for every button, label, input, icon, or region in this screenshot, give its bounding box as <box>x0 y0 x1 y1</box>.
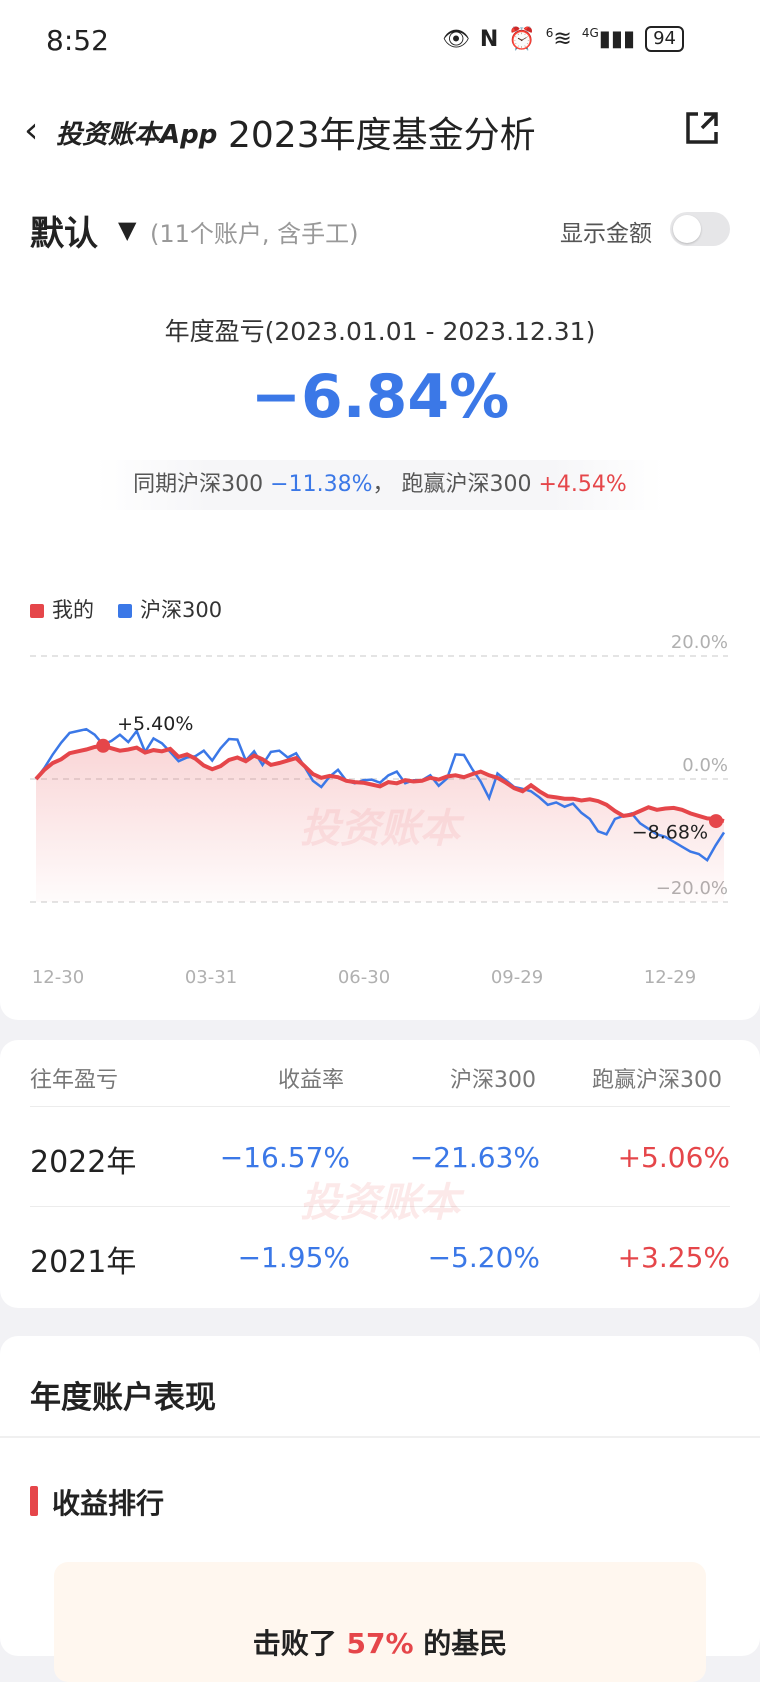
history-header-return: 收益率 <box>278 1068 345 1093</box>
caret-down-icon[interactable]: ▼ <box>118 216 137 244</box>
history-header-beat: 跑赢沪深300 <box>592 1068 722 1093</box>
cmp-mid: ， 跑赢沪深300 <box>372 472 532 497</box>
history-beat: +5.06% <box>617 1141 730 1174</box>
legend-swatch-mine <box>30 604 44 618</box>
status-bar: 8:52 👁 N ⏰ 6≋ 4G▮▮▮ 94 <box>0 0 760 84</box>
nfc-icon: N <box>479 26 499 52</box>
history-header-year: 往年盈亏 <box>30 1068 119 1093</box>
wifi-superscript: 6 <box>545 26 554 41</box>
beat-prefix: 击败了 <box>252 1627 337 1660</box>
ranking-title: 收益排行 <box>52 1487 165 1520</box>
return-chart[interactable]: 20.0%0.0%−20.0%投资账本12-3003-3106-3009-291… <box>0 620 760 1000</box>
mine-area <box>36 745 724 902</box>
y-tick-label: 20.0% <box>671 632 728 653</box>
battery-icon: 94 <box>645 26 684 52</box>
period-label: 年度盈亏(2023.01.01 - 2023.12.31) <box>164 317 596 346</box>
chart-legend: 我的 沪深300 <box>30 594 222 624</box>
history-return: −16.57% <box>219 1141 350 1174</box>
x-tick-label: 06-30 <box>338 967 390 988</box>
show-amount-label: 显示金额 <box>560 221 652 247</box>
end-annotation: −8.68% <box>632 821 708 843</box>
history-year: 2022年 <box>30 1145 137 1180</box>
show-amount-toggle[interactable] <box>670 212 730 246</box>
share-icon[interactable] <box>684 110 720 146</box>
eye-icon: 👁 <box>441 26 470 52</box>
account-selector-row: 默认 ▼ (11个账户, 含手工) 显示金额 <box>30 206 730 256</box>
network-type: 4G <box>581 26 599 41</box>
beat-banner: 击败了 57% 的基民 <box>54 1562 706 1682</box>
max-annotation: +5.40% <box>117 713 193 735</box>
legend-item-hs300[interactable]: 沪深300 <box>118 594 222 624</box>
watermark-table: 投资账本 <box>300 1180 460 1226</box>
legend-item-mine[interactable]: 我的 <box>30 594 94 624</box>
history-row[interactable]: 2021年 −1.95% −5.20% +3.25% <box>30 1206 730 1307</box>
history-year: 2021年 <box>30 1245 137 1280</box>
history-header-hs300: 沪深300 <box>450 1068 536 1093</box>
back-app-label[interactable]: 投资账本App <box>56 120 218 150</box>
beat-suffix: 的基民 <box>423 1627 508 1660</box>
annual-title: 年度账户表现 <box>30 1380 216 1416</box>
cmp-value: −11.38% <box>270 472 373 497</box>
divider <box>0 1436 760 1438</box>
x-tick-label: 12-30 <box>32 967 84 988</box>
benchmark-comparison: 同期沪深300 −11.38%， 跑赢沪深300 +4.54% <box>96 460 664 510</box>
cmp-prefix: 同期沪深300 <box>133 472 264 497</box>
account-sub: (11个账户, 含手工) <box>150 220 359 248</box>
x-tick-label: 12-29 <box>644 967 696 988</box>
beat-percent: 57% <box>346 1627 414 1660</box>
series-line-mine <box>34 743 725 824</box>
back-chevron-icon[interactable]: ‹ <box>24 110 39 151</box>
history-beat: +3.25% <box>617 1241 730 1274</box>
legend-label-hs300: 沪深300 <box>140 598 223 622</box>
max-point-marker <box>96 738 111 753</box>
account-name[interactable]: 默认 <box>30 214 98 254</box>
legend-swatch-hs300 <box>118 604 132 618</box>
annual-return-value: −6.84% <box>250 362 510 432</box>
status-time: 8:52 <box>46 24 109 57</box>
history-table: 往年盈亏 收益率 沪深300 跑赢沪深300 2022年 −16.57% −21… <box>0 1040 760 1308</box>
beat-value: +4.54% <box>538 472 627 497</box>
history-hs300: −5.20% <box>427 1241 540 1274</box>
main-card: 8:52 👁 N ⏰ 6≋ 4G▮▮▮ 94 ‹ 投资账本App 2023年度基… <box>0 0 760 1020</box>
status-icons: 👁 N ⏰ 6≋ 4G▮▮▮ 94 <box>442 26 684 52</box>
signal-icon: 4G▮▮▮ <box>581 26 636 52</box>
beat-text: 击败了 57% 的基民 <box>54 1622 706 1662</box>
end-point-marker <box>709 814 723 829</box>
nav-bar: ‹ 投资账本App 2023年度基金分析 <box>0 96 760 166</box>
annual-performance-card: 年度账户表现 收益排行 击败了 57% 的基民 <box>0 1336 760 1682</box>
history-row[interactable]: 2022年 −16.57% −21.63% +5.06% <box>30 1106 730 1207</box>
section-accent-bar <box>30 1486 38 1516</box>
alarm-icon: ⏰ <box>508 26 536 52</box>
wifi-icon: 6≋ <box>545 26 572 52</box>
x-tick-label: 03-31 <box>185 967 237 988</box>
page-title: 2023年度基金分析 <box>228 115 536 156</box>
y-tick-label: 0.0% <box>682 755 728 776</box>
x-tick-label: 09-29 <box>491 967 543 988</box>
legend-label-mine: 我的 <box>52 598 94 622</box>
history-hs300: −21.63% <box>409 1141 540 1174</box>
series-line-hs300 <box>35 727 726 863</box>
history-return: −1.95% <box>237 1241 350 1274</box>
